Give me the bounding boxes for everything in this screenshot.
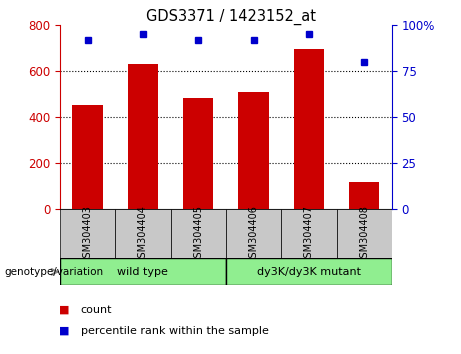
- Bar: [226, 258, 392, 285]
- Text: count: count: [81, 305, 112, 315]
- Bar: [171, 209, 226, 260]
- Bar: [115, 209, 171, 260]
- Bar: [238, 92, 269, 209]
- Text: ■: ■: [59, 305, 70, 315]
- Text: GSM304405: GSM304405: [193, 205, 203, 264]
- Text: genotype/variation: genotype/variation: [5, 267, 104, 277]
- Text: wild type: wild type: [118, 267, 168, 277]
- Text: percentile rank within the sample: percentile rank within the sample: [81, 326, 269, 336]
- Text: GSM304407: GSM304407: [304, 205, 314, 264]
- Bar: [72, 105, 103, 209]
- Bar: [60, 258, 226, 285]
- Text: dy3K/dy3K mutant: dy3K/dy3K mutant: [257, 267, 361, 277]
- Bar: [60, 209, 115, 260]
- Bar: [349, 182, 379, 209]
- Text: GSM304408: GSM304408: [359, 205, 369, 264]
- Bar: [226, 209, 281, 260]
- Text: ■: ■: [59, 326, 70, 336]
- Bar: [183, 98, 213, 209]
- Bar: [128, 64, 158, 209]
- Text: GDS3371 / 1423152_at: GDS3371 / 1423152_at: [146, 9, 315, 25]
- Bar: [294, 49, 324, 209]
- Text: GSM304406: GSM304406: [248, 205, 259, 264]
- Text: GSM304403: GSM304403: [83, 205, 93, 264]
- Bar: [281, 209, 337, 260]
- Bar: [337, 209, 392, 260]
- Text: GSM304404: GSM304404: [138, 205, 148, 264]
